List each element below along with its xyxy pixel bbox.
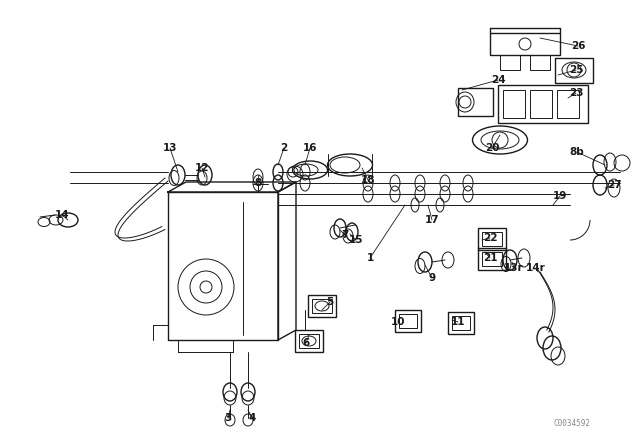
Bar xyxy=(308,295,336,317)
Text: 3: 3 xyxy=(225,413,232,423)
Text: 8: 8 xyxy=(254,178,262,188)
Text: 21: 21 xyxy=(483,253,497,263)
Bar xyxy=(482,232,502,246)
Text: 14r: 14r xyxy=(526,263,546,273)
Bar xyxy=(478,228,506,250)
Bar xyxy=(490,33,560,55)
Text: 18: 18 xyxy=(361,175,375,185)
Text: 4: 4 xyxy=(248,413,256,423)
Text: 10: 10 xyxy=(391,317,405,327)
Text: 19: 19 xyxy=(553,191,567,201)
Text: 24: 24 xyxy=(491,75,506,85)
Bar xyxy=(312,299,332,313)
Bar xyxy=(452,316,470,330)
Text: 25: 25 xyxy=(569,65,583,75)
Bar xyxy=(299,334,319,348)
Bar xyxy=(448,312,474,334)
Text: 13: 13 xyxy=(163,143,177,153)
Text: 15: 15 xyxy=(349,235,364,245)
Bar xyxy=(395,310,421,332)
Bar xyxy=(478,248,506,270)
Bar xyxy=(557,90,579,118)
Text: 14: 14 xyxy=(54,210,69,220)
Text: 13r: 13r xyxy=(504,263,524,273)
Text: 9: 9 xyxy=(428,273,436,283)
Text: 22: 22 xyxy=(483,233,497,243)
Text: 6: 6 xyxy=(302,338,310,348)
Bar xyxy=(482,252,502,266)
Bar xyxy=(555,58,593,83)
Text: 16: 16 xyxy=(303,143,317,153)
Bar xyxy=(295,330,323,352)
Bar xyxy=(500,55,520,70)
Bar xyxy=(530,55,550,70)
Text: 20: 20 xyxy=(484,143,499,153)
Text: 17: 17 xyxy=(425,215,439,225)
Text: 1: 1 xyxy=(366,253,374,263)
Text: 27: 27 xyxy=(607,180,621,190)
Text: C0034592: C0034592 xyxy=(553,419,590,428)
Text: 23: 23 xyxy=(569,88,583,98)
Bar xyxy=(399,314,417,328)
Bar xyxy=(498,85,588,123)
Text: 2: 2 xyxy=(280,143,287,153)
Bar xyxy=(503,90,525,118)
Bar xyxy=(458,88,493,116)
Text: 8b: 8b xyxy=(570,147,584,157)
Bar xyxy=(530,90,552,118)
Text: 12: 12 xyxy=(195,163,209,173)
Text: 11: 11 xyxy=(451,317,465,327)
Text: 7: 7 xyxy=(341,230,349,240)
Text: 5: 5 xyxy=(326,297,333,307)
Text: 26: 26 xyxy=(571,41,585,51)
